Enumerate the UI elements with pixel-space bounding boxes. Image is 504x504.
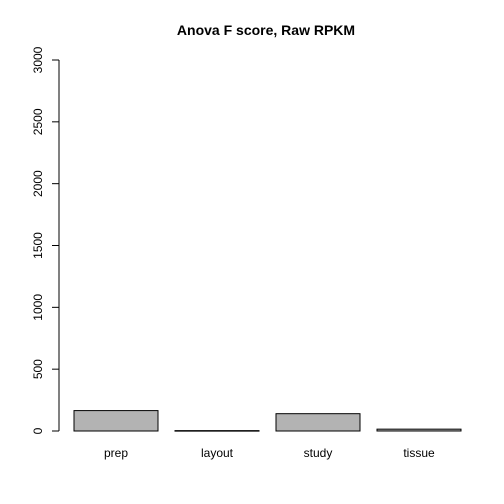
bar-layout [174,430,260,432]
bar-tissue [376,428,462,432]
chart-title: Anova F score, Raw RPKM [177,22,355,38]
x-category-labels: prep layout study tissue [104,446,435,460]
x-category-label: layout [201,446,234,460]
y-tick-label: 2000 [31,170,45,197]
bar-study [275,413,361,432]
y-tick-label: 500 [31,359,45,379]
bars [73,410,462,432]
y-tick-label: 1000 [31,294,45,321]
y-tick-label: 3000 [31,46,45,73]
x-category-label: tissue [403,446,435,460]
y-axis: 0 500 1000 1500 2000 2500 3000 [31,46,60,434]
bar-prep [73,410,159,432]
x-category-label: prep [104,446,128,460]
y-tick-label: 2500 [31,108,45,135]
y-tick-label: 0 [31,427,45,434]
x-category-label: study [304,446,333,460]
y-tick-label: 1500 [31,232,45,259]
